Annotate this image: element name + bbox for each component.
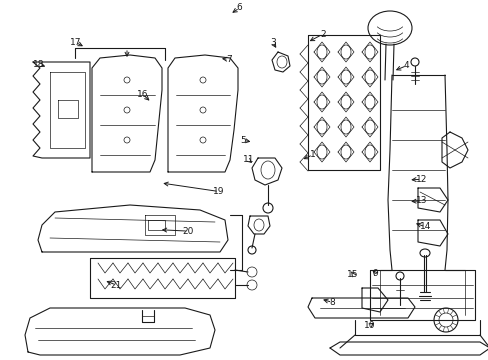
Text: 16: 16 [137,90,148,99]
Text: 3: 3 [269,38,275,47]
Text: 1: 1 [309,150,315,159]
Text: 12: 12 [415,175,427,184]
Text: 6: 6 [236,4,242,13]
Text: 11: 11 [242,156,254,164]
Text: 17: 17 [70,38,81,47]
Text: 8: 8 [329,298,335,307]
Text: 13: 13 [415,197,427,206]
Text: 9: 9 [372,269,378,278]
Text: 2: 2 [319,30,325,39]
Text: 19: 19 [213,187,224,196]
Text: 10: 10 [363,321,375,330]
Text: 4: 4 [403,61,409,70]
Text: 14: 14 [419,222,430,231]
Text: 7: 7 [225,55,231,64]
Text: 21: 21 [110,281,122,289]
Text: 18: 18 [33,60,45,69]
Text: 20: 20 [182,227,194,236]
Text: 5: 5 [240,136,246,145]
Text: 15: 15 [346,270,358,279]
